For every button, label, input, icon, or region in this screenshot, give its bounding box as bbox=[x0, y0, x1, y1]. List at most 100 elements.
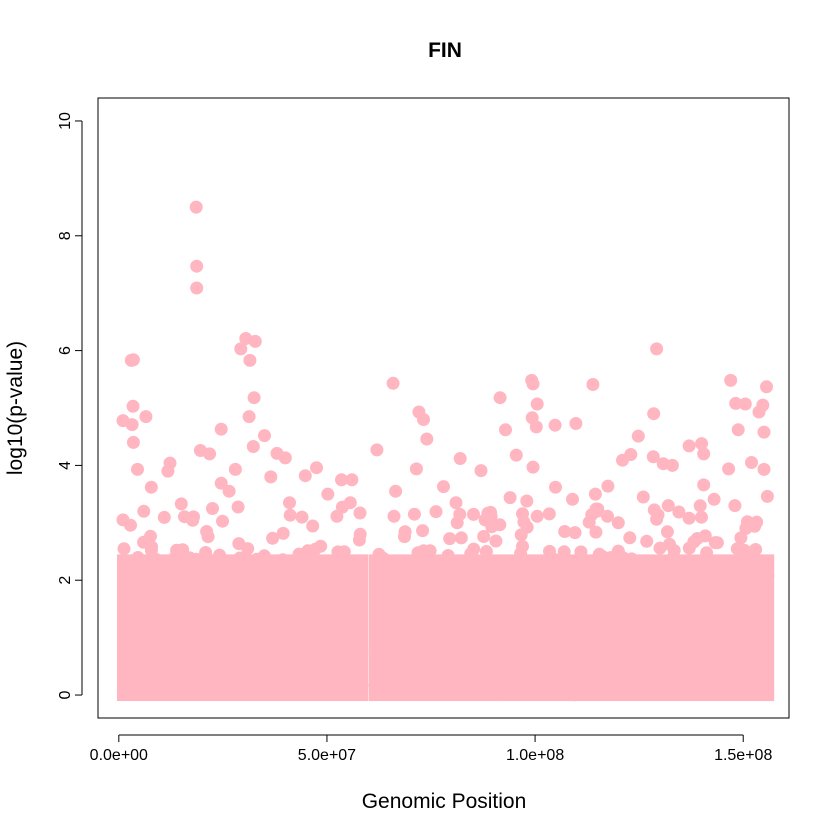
dense-point-band bbox=[368, 554, 775, 702]
y-axis-label: log10(p-value) bbox=[4, 341, 27, 475]
scatter-point bbox=[647, 407, 661, 421]
scatter-point bbox=[650, 342, 664, 356]
scatter-point bbox=[548, 418, 562, 432]
scatter-point bbox=[601, 479, 615, 493]
scatter-point bbox=[474, 464, 488, 478]
scatter-point bbox=[656, 457, 670, 471]
scatter-point bbox=[454, 531, 468, 545]
scatter-point bbox=[222, 484, 236, 498]
scatter-point bbox=[190, 259, 204, 273]
scatter-point bbox=[738, 397, 752, 411]
scatter-point bbox=[661, 499, 675, 513]
scatter-point bbox=[214, 476, 228, 490]
scatter-point bbox=[651, 508, 665, 522]
chart-title: FIN bbox=[428, 39, 462, 62]
scatter-point bbox=[636, 490, 650, 504]
scatter-point bbox=[589, 525, 603, 539]
scatter-point bbox=[352, 533, 366, 547]
scatter-point bbox=[660, 525, 674, 539]
scatter-point bbox=[216, 514, 229, 528]
scatter-point bbox=[420, 432, 434, 446]
scatter-point bbox=[734, 531, 748, 545]
scatter-point bbox=[278, 451, 292, 465]
scatter-point bbox=[745, 456, 758, 469]
scatter-point bbox=[398, 525, 412, 539]
scatter-point bbox=[264, 470, 278, 484]
scatter-point bbox=[493, 518, 507, 532]
scatter-point bbox=[283, 508, 297, 522]
scatter-point bbox=[386, 376, 400, 390]
scatter-point bbox=[757, 462, 771, 476]
scatter-point bbox=[724, 373, 738, 387]
scatter-point bbox=[443, 532, 457, 546]
scatter-point bbox=[526, 377, 540, 391]
scatter-point bbox=[231, 500, 245, 514]
scatter-point bbox=[503, 491, 517, 505]
scatter-point bbox=[710, 536, 724, 550]
scatter-point bbox=[203, 447, 217, 461]
scatter-point bbox=[117, 542, 131, 556]
scatter-point bbox=[343, 496, 357, 510]
scatter-point bbox=[693, 499, 707, 513]
scatter-point bbox=[646, 450, 660, 464]
scatter-point bbox=[623, 531, 637, 545]
scatter-point bbox=[266, 531, 280, 545]
scatter-point bbox=[695, 510, 708, 524]
x-tick-label: 1.5e+08 bbox=[714, 747, 772, 764]
scatter-point bbox=[370, 443, 384, 457]
scatter-point bbox=[631, 429, 645, 443]
scatter-point bbox=[695, 437, 709, 451]
scatter-point bbox=[174, 497, 188, 511]
scatter-point bbox=[126, 435, 140, 449]
scatter-point bbox=[591, 502, 605, 516]
scatter-point bbox=[190, 281, 204, 295]
y-tick-label: 6 bbox=[57, 346, 74, 355]
scatter-point bbox=[310, 461, 323, 475]
scatter-point bbox=[517, 515, 531, 529]
x-tick-label: 1.0e+08 bbox=[506, 747, 564, 764]
scatter-point bbox=[697, 447, 711, 461]
scatter-point bbox=[330, 509, 344, 523]
scatter-point bbox=[757, 425, 771, 439]
scatter-point bbox=[453, 452, 467, 465]
scatter-point bbox=[283, 496, 296, 510]
scatter-point bbox=[640, 534, 654, 548]
scatter-point bbox=[453, 507, 467, 521]
scatter-point bbox=[499, 423, 512, 437]
scatter-point bbox=[234, 342, 248, 356]
y-tick-label: 8 bbox=[57, 231, 74, 240]
scatter-point bbox=[520, 494, 534, 508]
scatter-point bbox=[749, 543, 763, 556]
scatter-point bbox=[526, 460, 540, 474]
scatter-points bbox=[116, 200, 774, 561]
scatter-point bbox=[728, 499, 742, 513]
scatter-point bbox=[258, 429, 271, 443]
scatter-point bbox=[186, 513, 200, 527]
scatter-point bbox=[116, 513, 130, 527]
scatter-point bbox=[389, 484, 403, 498]
scatter-point bbox=[697, 478, 711, 492]
dense-point-band bbox=[116, 554, 369, 702]
scatter-point bbox=[228, 462, 242, 476]
scatter-point bbox=[137, 504, 151, 518]
scatter-point bbox=[467, 507, 480, 521]
scatter-point bbox=[530, 509, 544, 523]
scatter-point bbox=[417, 413, 430, 426]
scatter-point bbox=[682, 439, 696, 453]
scatter-point bbox=[407, 507, 421, 521]
y-tick-label: 0 bbox=[57, 690, 74, 699]
x-axis: 0.0e+00 5.0e+07 1.0e+08 1.5e+08 bbox=[90, 734, 772, 764]
scatter-point bbox=[586, 378, 600, 391]
scatter-point bbox=[731, 423, 745, 437]
scatter-point bbox=[529, 420, 543, 434]
scatter-point bbox=[569, 417, 583, 430]
scatter-point bbox=[161, 464, 175, 478]
scatter-point bbox=[243, 353, 257, 367]
scatter-point bbox=[335, 473, 348, 487]
scatter-point bbox=[477, 530, 491, 543]
scatter-point bbox=[214, 422, 228, 436]
scatter-point bbox=[189, 200, 203, 214]
plot-frame bbox=[97, 97, 790, 719]
scatter-point bbox=[566, 492, 579, 506]
scatter-point bbox=[752, 405, 766, 419]
